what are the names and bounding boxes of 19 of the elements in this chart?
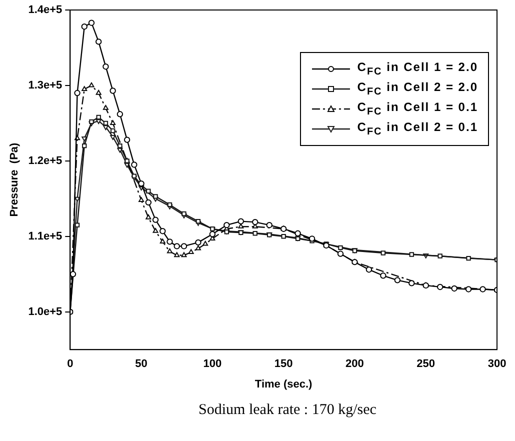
- x-tick-label: 0: [67, 358, 74, 370]
- y-tick-label: 1.4e+5: [28, 4, 62, 16]
- text: Sodium leak rate : 170 kg/sec: [198, 402, 378, 419]
- y-axis-title: Pressure (Pa): [8, 142, 21, 217]
- legend-label: C$_{FC}$ in Cell 2 = 0.1: [357, 120, 478, 138]
- x-tick-label: 50: [135, 358, 148, 370]
- y-tick-label: 1.1e+5: [28, 230, 62, 242]
- x-tick-label: 300: [488, 358, 506, 370]
- legend-label: C$_{FC}$ in Cell 1 = 2.0: [357, 60, 478, 78]
- x-axis-title: Time (sec.): [254, 378, 313, 390]
- x-tick-label: 150: [274, 358, 293, 370]
- x-tick-label: 250: [416, 358, 436, 370]
- legend-label: C$_{FC}$ in Cell 1 = 0.1: [357, 100, 478, 118]
- x-tick-label: 100: [203, 358, 222, 370]
- legend-label: C$_{FC}$ in Cell 2 = 2.0: [357, 80, 478, 98]
- x-tick-label: 200: [346, 358, 364, 370]
- y-tick-label: 1.3e+5: [28, 80, 62, 92]
- y-tick-label: 1.0e+5: [28, 306, 62, 318]
- y-tick-label: 1.2e+5: [28, 154, 62, 167]
